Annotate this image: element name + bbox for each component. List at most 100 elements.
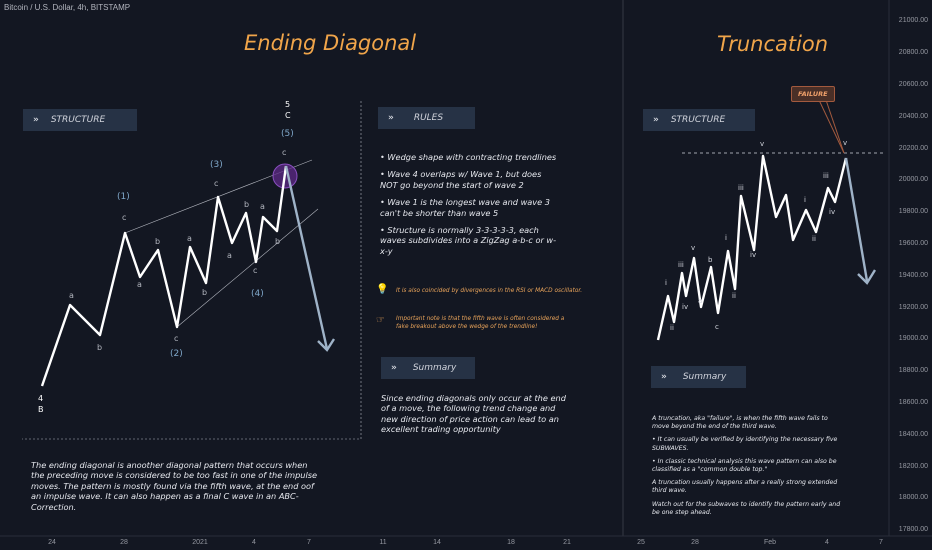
summary-line: • It can usually be verified by identify… [652,436,838,452]
price-tick: 19800.00 [898,208,928,215]
t-label-b: b [708,256,713,264]
rule-item: • Wave 4 overlaps w/ Wave 1, but does NO… [380,169,542,190]
date-tick: 28 [120,539,128,546]
date-tick: Feb [763,539,777,546]
price-tick: 17800.00 [898,526,928,533]
diagonal-arrow-head [317,338,336,352]
failure-pointer [818,99,845,154]
diagonal-wave-line [40,165,288,387]
truncation-arrow-head [857,269,877,285]
right-summary-tag[interactable]: » Summary [651,366,746,388]
t-label-c: c [715,323,719,331]
price-tick: 18000.00 [898,494,928,501]
price-tick: 19200.00 [898,304,928,311]
note-divergence: It is also coincided by divergences in t… [396,288,583,294]
t-label-i2: i [725,234,727,242]
label-top-c: C [285,111,291,120]
date-tick: 28 [691,539,699,546]
t-label-iii3: iii [823,172,829,180]
price-tick: 20000.00 [898,176,928,183]
label-w2: (2) [170,349,183,359]
date-tick: 18 [507,539,515,546]
right-structure-label: STRUCTURE [670,115,726,125]
summary-line: • In classic technical analysis this wav… [652,457,837,474]
label-b5: b [275,237,281,246]
label-w5: (5) [281,129,294,139]
date-tick: 4 [252,539,256,546]
label-c4: c [253,266,258,275]
label-b1: b [97,343,103,352]
t-label-iii2: iii [738,184,744,192]
price-tick: 18200.00 [898,463,928,470]
rules-tag[interactable]: » RULES [378,107,475,129]
price-tick: 20600.00 [898,81,928,88]
right-title: Truncation [717,32,829,56]
left-description: The ending diagonal is anoother diagonal… [31,460,318,512]
label-w3: (3) [210,160,223,170]
chevrons-icon: » [653,115,659,125]
date-tick: 14 [433,539,441,546]
chevrons-icon: » [33,115,39,125]
date-tick: 7 [307,539,311,546]
label-c2: c [174,334,179,343]
t-label-iv3: iv [829,208,836,216]
truncation-arrow [844,157,869,282]
failure-pointer-2 [825,99,845,154]
price-tick: 18800.00 [898,367,928,374]
summary-line: A truncation, aka "failure", is when the… [652,415,828,431]
t-label-i: i [665,279,667,287]
right-summary-label: Summary [682,372,727,382]
middle-summary-label: Summary [412,363,457,373]
t-label-i3: i [804,196,806,204]
right-summary: A truncation, aka "failure", is when the… [652,415,842,517]
label-a5: a [260,202,265,211]
price-tick: 19600.00 [898,240,928,247]
diagonal-frame [22,101,362,440]
date-tick: 24 [48,539,56,546]
note-fake-breakout: Important note is that the fifth wave is… [396,316,565,330]
price-tick: 19000.00 [898,335,928,342]
price-tick: 18600.00 [898,399,928,406]
chevrons-icon: » [391,363,397,373]
price-tick: 20800.00 [898,49,928,56]
chevrons-icon: » [661,372,667,382]
t-label-v3: v [843,139,848,147]
price-tick: 18400.00 [898,431,928,438]
rules-label: RULES [413,113,444,123]
symbol-info: Bitcoin / U.S. Dollar, 4h, BITSTAMP [4,3,131,12]
t-label-v2: v [760,140,765,148]
label-bottom-4: 4 [38,394,44,403]
price-tick: 20400.00 [898,113,928,120]
t-label-ii: ii [670,324,674,332]
middle-summary-tag[interactable]: » Summary [381,357,475,379]
t-label-ii2: ii [732,292,736,300]
right-structure-tag[interactable]: » STRUCTURE [643,109,755,131]
t-label-v: v [691,244,696,252]
label-b3: b [202,288,208,297]
left-structure-tag[interactable]: » STRUCTURE [23,109,137,131]
date-tick: 25 [637,539,645,546]
date-tick: 2021 [192,539,208,546]
date-tick: 7 [879,539,883,546]
date-tick: 11 [379,539,387,546]
left-structure-label: STRUCTURE [50,115,106,125]
chevrons-icon: » [388,113,394,123]
price-tick: 20200.00 [898,145,928,152]
failure-badge: FAILURE [791,86,835,102]
label-a4: a [227,251,232,260]
label-c3: c [214,179,219,188]
label-w1: (1) [117,192,130,202]
t-label-iii: iii [678,261,684,269]
label-top-5: 5 [285,100,291,109]
price-tick: 19400.00 [898,272,928,279]
label-b4: b [244,200,250,209]
hand-point-icon: ☞ [376,315,385,326]
middle-summary: Since ending diagonals only occur at the… [381,393,566,435]
label-b2: b [155,237,161,246]
t-label-iv: iv [682,303,689,311]
date-tick: 21 [563,539,571,546]
rule-item: • Wedge shape with contracting trendline… [380,152,557,162]
label-a3: a [187,234,192,243]
left-title: Ending Diagonal [244,31,417,55]
